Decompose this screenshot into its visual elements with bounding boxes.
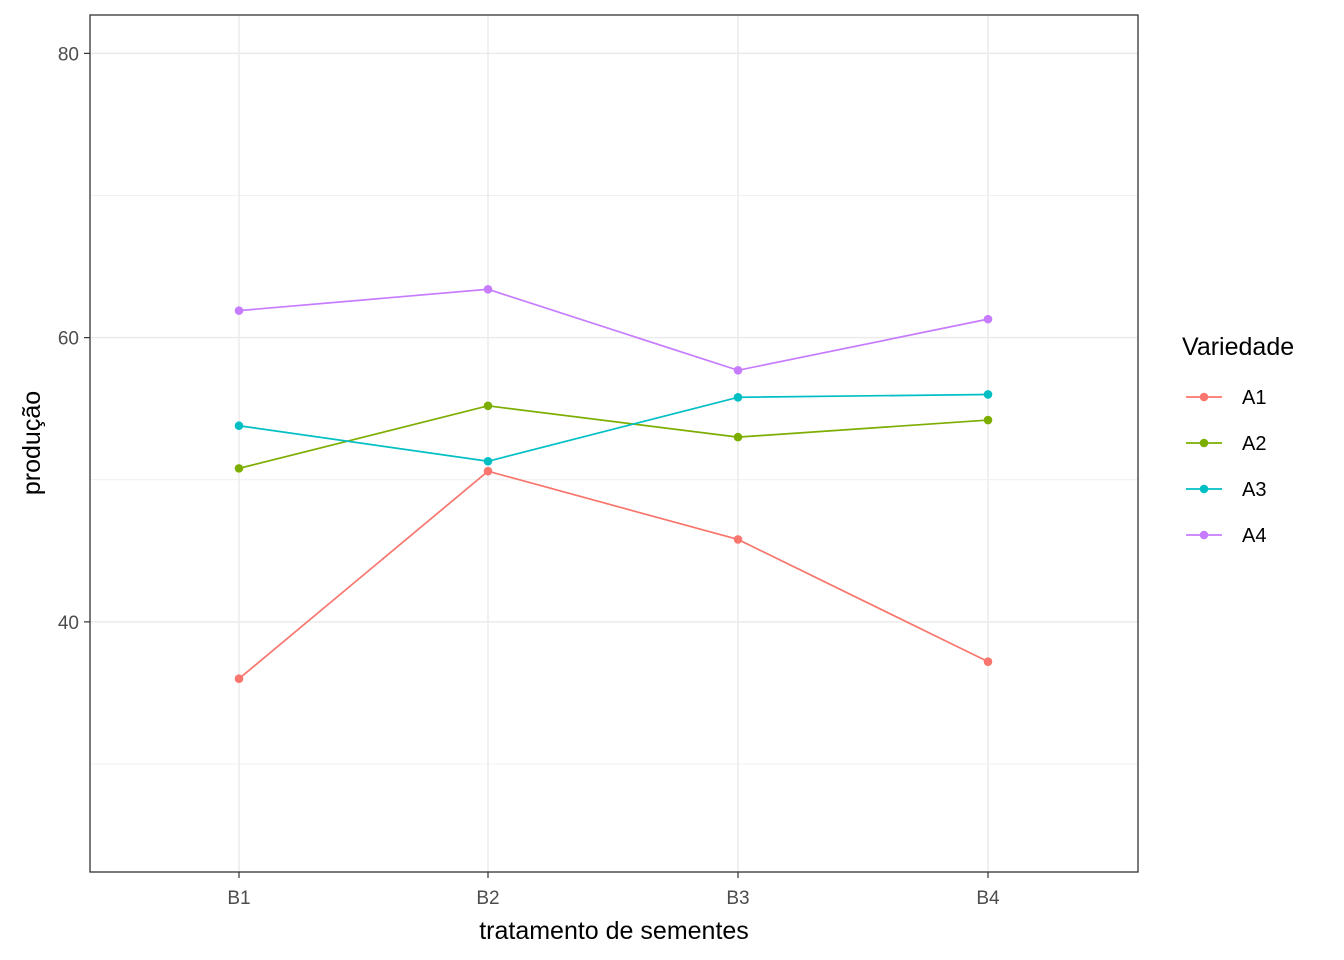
data-point xyxy=(234,674,244,684)
x-tick-label: B4 xyxy=(976,888,1000,909)
legend-key-point xyxy=(1199,438,1209,448)
data-point xyxy=(483,456,493,466)
data-point xyxy=(733,366,743,375)
x-tick-label: B3 xyxy=(726,888,749,909)
x-tick-label: B1 xyxy=(227,888,250,909)
data-point xyxy=(234,306,244,315)
y-axis-title: produção xyxy=(18,391,46,495)
series-A1 xyxy=(234,466,993,684)
data-point xyxy=(733,432,743,442)
y-tick-label: 40 xyxy=(58,613,79,634)
legend-key-point xyxy=(1199,392,1209,402)
x-tick-label: B2 xyxy=(476,888,499,909)
plot-background xyxy=(90,15,1138,872)
legend-title: Variedade xyxy=(1182,333,1294,361)
data-point xyxy=(983,314,993,324)
plot-border xyxy=(89,14,1139,873)
gridlines xyxy=(90,15,1138,872)
data-point xyxy=(483,284,493,294)
legend-key-point xyxy=(1199,530,1209,540)
data-point xyxy=(983,657,993,666)
data-point xyxy=(483,466,493,476)
legend-item-A4: A4 xyxy=(1186,525,1266,547)
series-line xyxy=(238,393,989,463)
data-point xyxy=(983,390,993,399)
y-tick-label: 60 xyxy=(58,329,79,350)
data-point xyxy=(733,535,743,544)
x-axis-title: tratamento de sementes xyxy=(479,917,749,945)
data-point xyxy=(983,415,993,425)
series-A4 xyxy=(234,284,993,375)
series-layer xyxy=(234,284,993,684)
legend: A1 A2 A3 A4 xyxy=(1186,387,1266,547)
y-tick-label: 80 xyxy=(58,44,79,65)
data-point xyxy=(733,393,743,402)
legend-key-point xyxy=(1199,484,1209,494)
legend-label: A2 xyxy=(1242,433,1266,455)
legend-label: A4 xyxy=(1242,525,1266,547)
series-line xyxy=(238,288,989,372)
data-point xyxy=(234,464,244,473)
data-point xyxy=(483,401,493,411)
legend-item-A2: A2 xyxy=(1186,433,1266,455)
axes: 40 60 80 B1 B2 B3 B4 xyxy=(58,44,1000,909)
data-point xyxy=(234,421,244,431)
legend-label: A3 xyxy=(1242,479,1266,501)
legend-item-A1: A1 xyxy=(1186,387,1266,409)
series-A3 xyxy=(234,390,993,466)
series-line xyxy=(238,404,989,470)
series-line xyxy=(238,470,989,680)
series-A2 xyxy=(234,401,993,473)
legend-label: A1 xyxy=(1242,387,1266,409)
legend-item-A3: A3 xyxy=(1186,479,1266,501)
